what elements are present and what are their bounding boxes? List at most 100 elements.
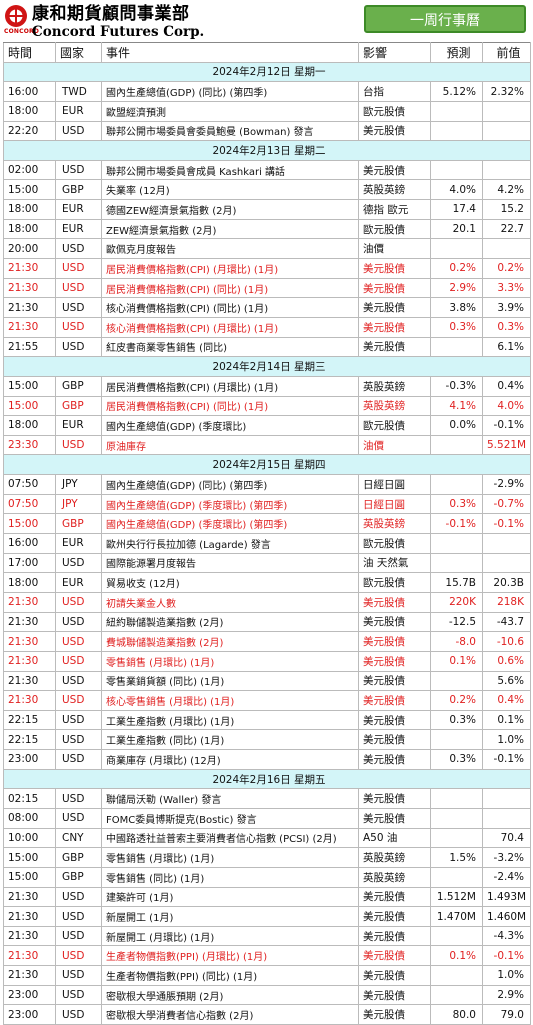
previous-cell: 22.7 — [482, 218, 531, 240]
impact-cell: 歐元股債 — [358, 572, 431, 593]
forecast-cell: -12.5 — [430, 611, 483, 633]
col-header-previous: 前值 — [482, 42, 531, 63]
previous-cell — [482, 238, 531, 260]
time-cell: 08:00 — [3, 807, 56, 829]
forecast-cell: 3.8% — [430, 297, 483, 318]
previous-cell: 79.0 — [482, 1004, 531, 1025]
forecast-cell: 0.3% — [430, 749, 483, 770]
table-row: 21:30 USD 零售銷售 (月環比) (1月) 美元股債 0.1% 0.6% — [3, 650, 531, 672]
country-cell: USD — [55, 120, 102, 142]
time-cell: 21:30 — [3, 925, 56, 947]
event-cell: 生產者物價指數(PPI) (月環比) (1月) — [101, 945, 359, 967]
previous-cell — [482, 533, 531, 554]
event-cell: 新屋開工 (1月) — [101, 906, 359, 927]
previous-cell — [482, 552, 531, 574]
previous-cell: 1.493M — [482, 886, 531, 908]
forecast-cell — [430, 434, 483, 456]
event-cell: 新屋開工 (月環比) (1月) — [101, 925, 359, 947]
table-row: 22:20 USD 聯邦公開市場委員會委員鮑曼 (Bowman) 發言 美元股債 — [3, 120, 531, 142]
previous-cell — [482, 120, 531, 142]
brand-name-cn: 康和期貨顧問事業部 — [32, 4, 190, 24]
country-cell: GBP — [55, 395, 102, 417]
time-cell: 18:00 — [3, 572, 56, 593]
table-row: 15:00 GBP 零售銷售 (月環比) (1月) 英股英鎊 1.5% -3.2% — [3, 847, 531, 868]
impact-cell: 美元股債 — [358, 984, 431, 1006]
previous-cell: -43.7 — [482, 611, 531, 633]
country-cell: EUR — [55, 415, 102, 436]
impact-cell: 美元股債 — [358, 709, 431, 731]
event-cell: 國內生產總值(GDP) (同比) (第四季) — [101, 474, 359, 495]
time-cell: 02:15 — [3, 788, 56, 809]
impact-cell: 美元股債 — [358, 690, 431, 711]
country-cell: USD — [55, 807, 102, 829]
impact-cell: 英股英鎊 — [358, 395, 431, 417]
forecast-cell: 0.3% — [430, 493, 483, 515]
table-row: 15:00 GBP 居民消費價格指數(CPI) (同比) (1月) 英股英鎊 4.1% 4… — [3, 395, 531, 417]
time-cell: 21:55 — [3, 336, 56, 358]
table-row: 22:15 USD 工業生產指數 (同比) (1月) 美元股債 1.0% — [3, 729, 531, 751]
table-row: 21:30 USD 核心零售銷售 (月環比) (1月) 美元股債 0.2% 0.4% — [3, 690, 531, 711]
forecast-cell: 2.9% — [430, 277, 483, 299]
col-header-country: 國家 — [55, 42, 102, 63]
forecast-cell: 0.3% — [430, 316, 483, 338]
time-cell: 21:30 — [3, 631, 56, 652]
event-cell: 聯儲局沃勒 (Waller) 發言 — [101, 788, 359, 809]
event-cell: 國內生產總值(GDP) (季度環比) (第四季) — [101, 513, 359, 535]
time-cell: 23:00 — [3, 749, 56, 770]
impact-cell: 美元股債 — [358, 277, 431, 299]
country-cell: USD — [55, 749, 102, 770]
table-row: 07:50 JPY 國內生產總值(GDP) (季度環比) (第四季) 日經日圓 0.3%… — [3, 493, 531, 515]
event-cell: 德國ZEW經濟景氣指數 (2月) — [101, 199, 359, 220]
country-cell: EUR — [55, 100, 102, 122]
previous-cell: 218K — [482, 591, 531, 613]
weekly-calendar-button[interactable]: 一周行事曆 — [364, 5, 526, 33]
event-cell: 商業庫存 (月環比) (12月) — [101, 749, 359, 770]
country-cell: USD — [55, 729, 102, 751]
forecast-cell — [430, 729, 483, 751]
previous-cell: 0.4% — [482, 375, 531, 397]
previous-cell: -0.1% — [482, 749, 531, 770]
event-cell: 紐約聯儲製造業指數 (2月) — [101, 611, 359, 633]
time-cell: 22:20 — [3, 120, 56, 142]
forecast-cell — [430, 336, 483, 358]
previous-cell — [482, 788, 531, 809]
event-cell: 國內生產總值(GDP) (季度環比) — [101, 415, 359, 436]
date-row: 2024年2月14日 星期三 — [3, 356, 531, 377]
previous-cell: 15.2 — [482, 199, 531, 220]
time-cell: 18:00 — [3, 415, 56, 436]
event-cell: 貿易收支 (12月) — [101, 572, 359, 593]
forecast-cell: -8.0 — [430, 631, 483, 652]
forecast-cell: 1.470M — [430, 906, 483, 927]
forecast-cell — [430, 474, 483, 495]
event-cell: 居民消費價格指數(CPI) (同比) (1月) — [101, 395, 359, 417]
impact-cell: 美元股債 — [358, 120, 431, 142]
country-cell: USD — [55, 434, 102, 456]
forecast-cell: 17.4 — [430, 199, 483, 220]
table-row: 02:00 USD 聯邦公開市場委員會成員 Kashkari 講話 美元股債 — [3, 159, 531, 181]
time-cell: 22:15 — [3, 709, 56, 731]
country-cell: JPY — [55, 474, 102, 495]
previous-cell: 0.2% — [482, 258, 531, 279]
time-cell: 21:30 — [3, 591, 56, 613]
forecast-cell: 80.0 — [430, 1004, 483, 1025]
country-cell: USD — [55, 277, 102, 299]
forecast-cell: 4.0% — [430, 179, 483, 201]
date-row: 2024年2月12日 星期一 — [3, 61, 531, 83]
forecast-cell — [430, 552, 483, 574]
date-label: 2024年2月15日 星期四 — [3, 454, 531, 476]
country-cell: USD — [55, 709, 102, 731]
previous-cell: -3.2% — [482, 847, 531, 868]
impact-cell: 歐元股債 — [358, 415, 431, 436]
time-cell: 21:30 — [3, 965, 56, 986]
impact-cell: 英股英鎊 — [358, 847, 431, 868]
country-cell: USD — [55, 670, 102, 692]
table-row: 08:00 USD FOMC委員博斯提克(Bostic) 發言 美元股債 — [3, 807, 531, 829]
table-row: 21:30 USD 居民消費價格指數(CPI) (月環比) (1月) 美元股債 0.2%… — [3, 258, 531, 279]
table-row: 21:30 USD 新屋開工 (1月) 美元股債 1.470M 1.460M — [3, 906, 531, 927]
table-row: 21:30 USD 核心消費價格指數(CPI) (月環比) (1月) 美元股債 0.3%… — [3, 316, 531, 338]
table-header-row: 時間 國家 事件 影響 預測 前值 — [3, 42, 531, 63]
previous-cell: 0.6% — [482, 650, 531, 672]
country-cell: USD — [55, 925, 102, 947]
previous-cell: 20.3B — [482, 572, 531, 593]
previous-cell: 2.32% — [482, 81, 531, 102]
